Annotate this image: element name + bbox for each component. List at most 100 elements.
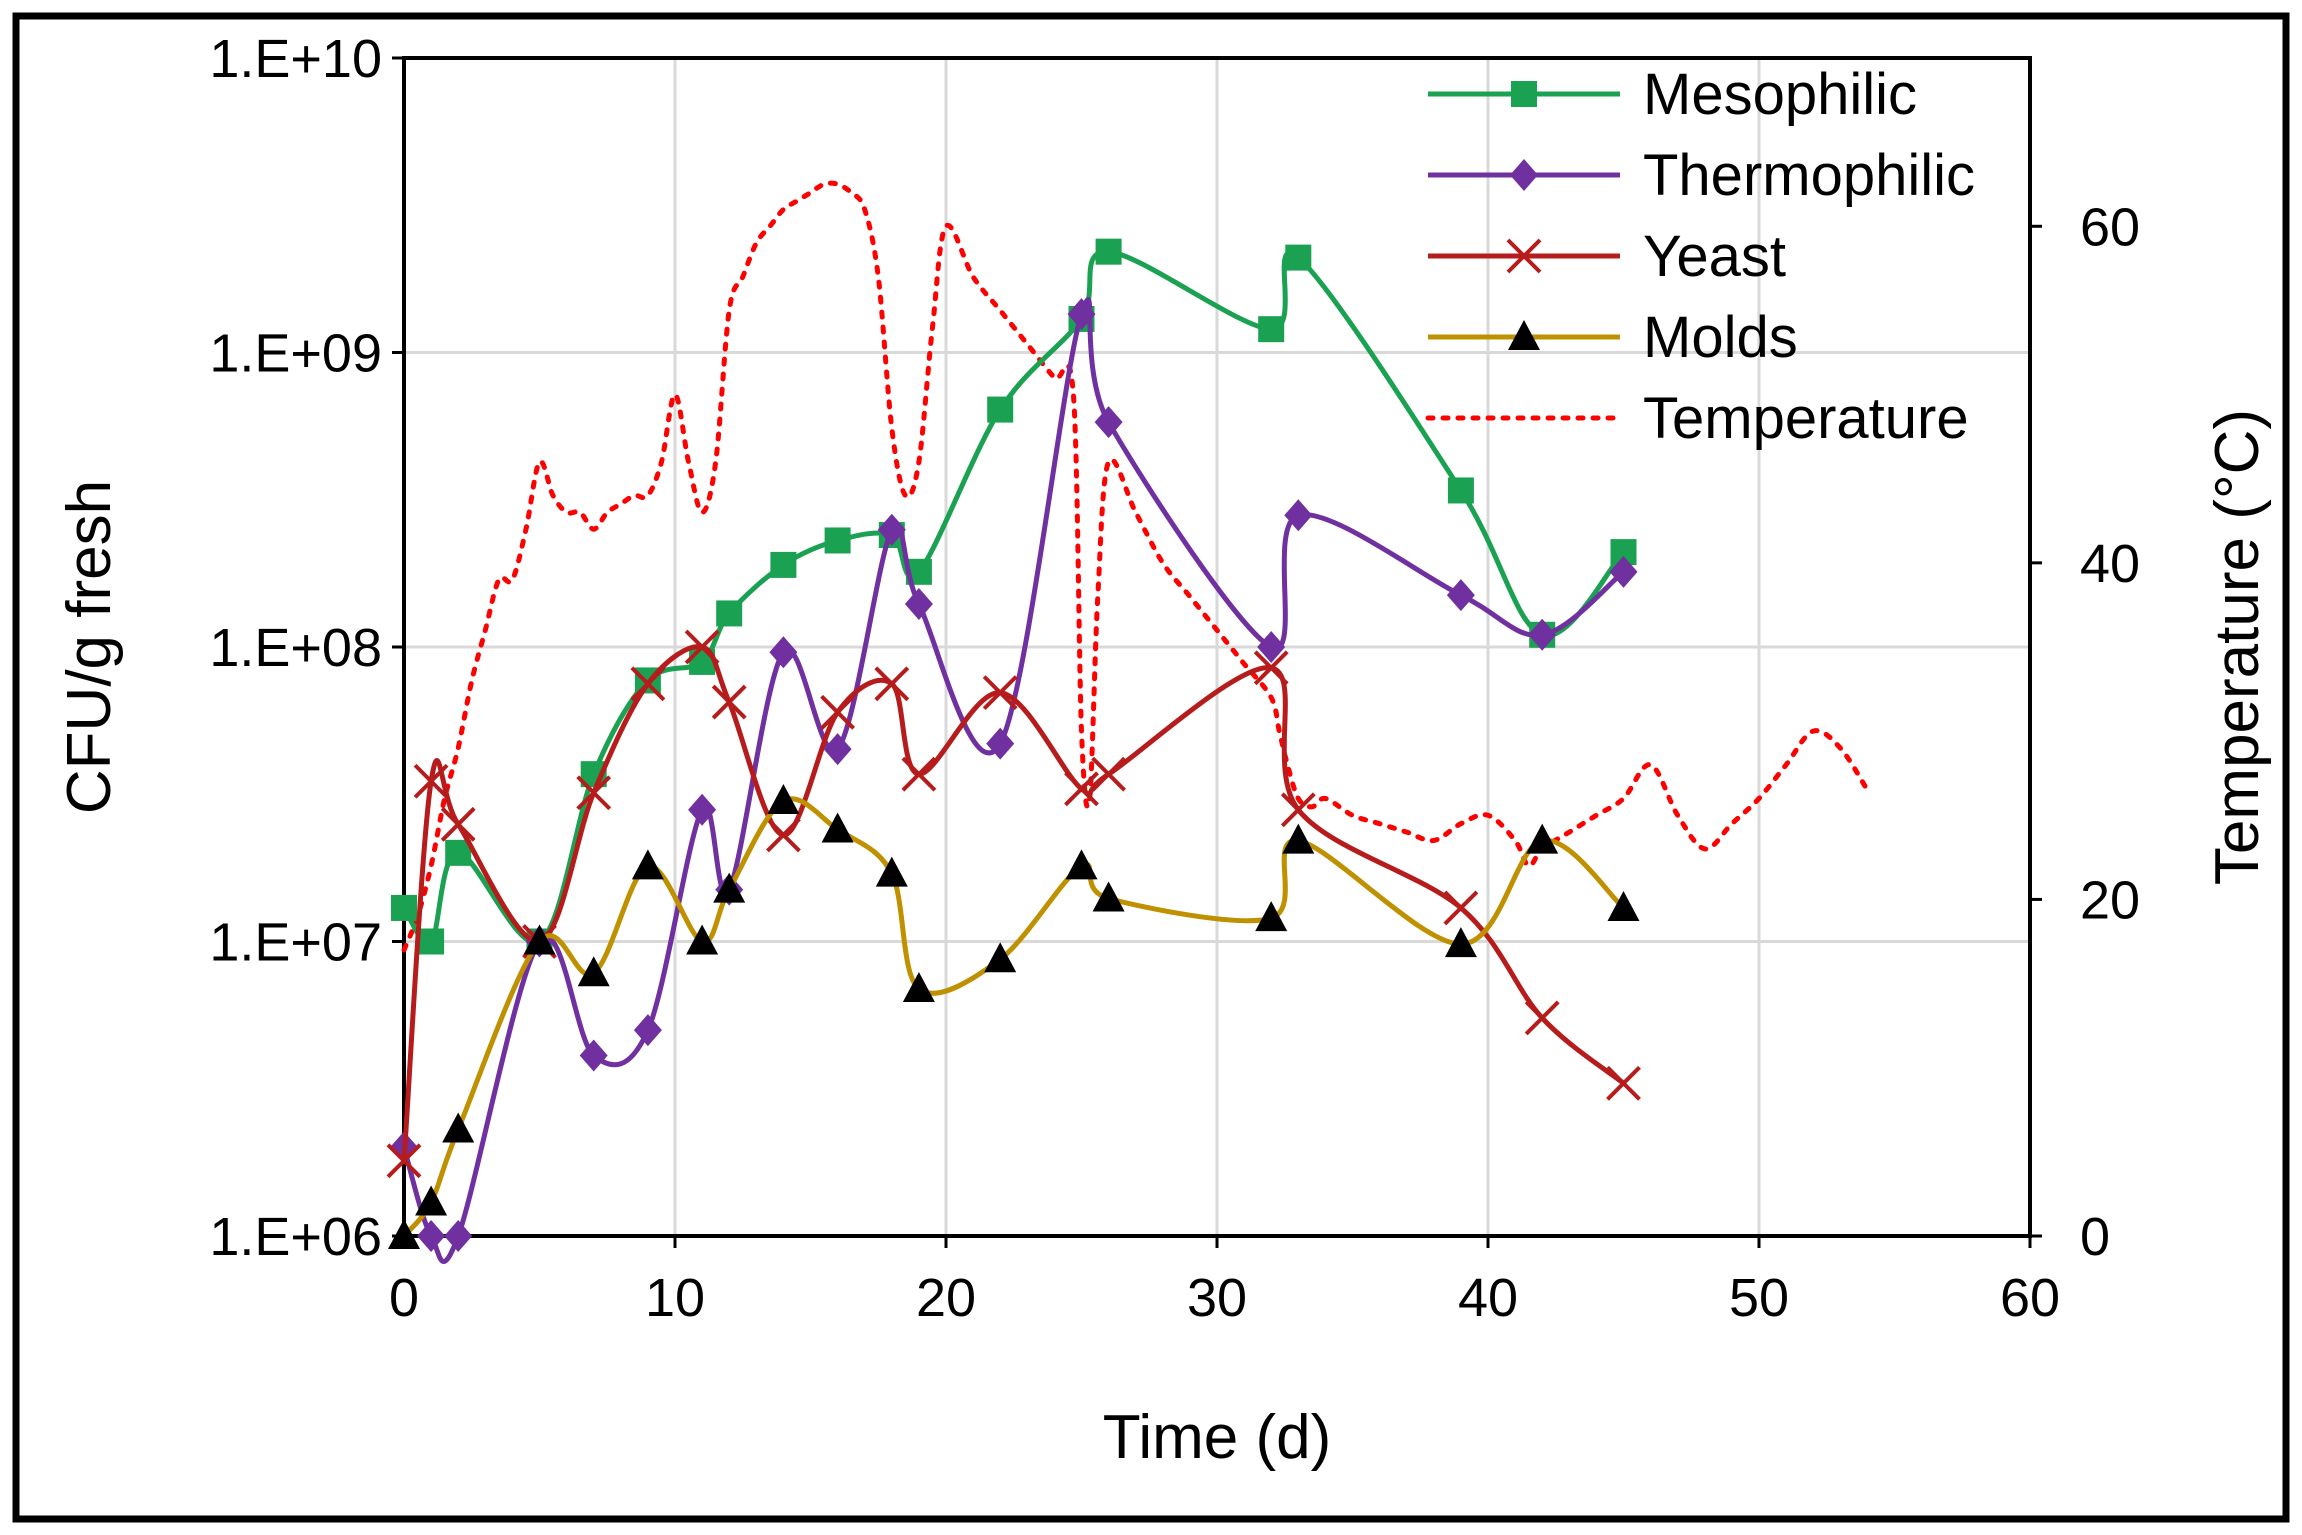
data-point-thermophilic <box>904 587 933 620</box>
x-marker-stroke <box>1606 1065 1641 1101</box>
x-marker-stroke <box>982 675 1018 711</box>
data-point-yeast <box>711 684 747 720</box>
data-point-molds <box>713 872 746 903</box>
data-point-yeast <box>1253 650 1289 686</box>
x-marker-stroke <box>630 666 666 702</box>
legend-label: Temperature <box>1643 386 1969 451</box>
data-point-molds <box>388 1219 420 1249</box>
data-point-thermophilic <box>417 1220 446 1252</box>
series-layer <box>386 180 1870 1264</box>
data-point-mesophilic <box>824 527 851 554</box>
legend-swatch-marker <box>1506 238 1542 274</box>
data-point-thermophilic <box>1067 298 1096 331</box>
x-tick-label: 20 <box>916 1268 976 1328</box>
y-tick-label: 1.E+10 <box>209 29 382 89</box>
legend-swatch-marker <box>1511 81 1537 107</box>
data-point-mesophilic <box>770 551 797 578</box>
data-point-molds <box>1526 823 1559 854</box>
data-point-thermophilic <box>823 733 852 766</box>
x-tick-label: 0 <box>389 1268 419 1328</box>
data-point-molds <box>1282 823 1315 854</box>
data-point-yeast <box>413 763 449 799</box>
data-point-yeast <box>1606 1065 1641 1101</box>
data-point-yeast <box>1064 771 1099 807</box>
x-tick-label: 30 <box>1187 1268 1247 1328</box>
data-point-thermophilic <box>1094 406 1123 439</box>
data-point-yeast <box>765 817 801 853</box>
x-marker-stroke <box>1064 771 1099 807</box>
data-point-thermophilic <box>1446 579 1475 612</box>
data-point-molds <box>442 1112 475 1143</box>
y-tick-label: 1.E+06 <box>209 1207 382 1267</box>
legend-label: Mesophilic <box>1643 62 1917 127</box>
data-point-yeast <box>901 756 937 792</box>
x-marker-stroke <box>1091 756 1127 792</box>
data-point-molds <box>875 856 908 887</box>
data-point-yeast <box>874 666 910 702</box>
data-point-molds <box>631 849 664 880</box>
data-point-mesophilic <box>987 396 1014 423</box>
legend-swatch-marker <box>1508 320 1540 350</box>
x-marker-stroke <box>1253 650 1289 686</box>
legend-label: Yeast <box>1643 224 1786 289</box>
axis-ticks: 0 10 20 30 40 50 60 1.E+06 1.E+07 1.E+08 1.E+09 1.E… <box>209 29 2140 1328</box>
y2-axis-title: Temperature (°C) <box>2203 409 2272 885</box>
data-point-mesophilic <box>418 928 445 955</box>
data-point-yeast <box>982 675 1018 711</box>
legend-item-temperature: Temperature <box>1425 386 1969 451</box>
x-marker-stroke <box>711 684 747 720</box>
x-tick-label: 40 <box>1458 1268 1518 1328</box>
data-point-mesophilic <box>391 894 417 921</box>
data-point-molds <box>902 971 935 1002</box>
data-point-yeast <box>1280 792 1316 828</box>
y-tick-label: 1.E+08 <box>209 618 382 678</box>
data-point-yeast <box>684 629 720 665</box>
data-point-mesophilic <box>445 839 472 866</box>
data-point-mesophilic <box>1095 238 1122 265</box>
y-tick-label: 1.E+07 <box>209 913 382 973</box>
legend-swatch-marker <box>1510 159 1538 191</box>
data-point-yeast <box>1443 890 1479 926</box>
data-point-yeast <box>576 775 612 811</box>
data-point-yeast <box>630 666 666 702</box>
data-point-molds <box>523 924 556 955</box>
data-point-molds <box>1092 881 1125 912</box>
y2-tick-label: 40 <box>2080 534 2140 594</box>
legend-item-molds: Molds <box>1428 305 1798 370</box>
data-point-molds <box>984 942 1017 973</box>
series-line-thermophilic <box>401 296 1626 1264</box>
data-point-thermophilic <box>633 1014 662 1047</box>
x-marker-stroke <box>1524 1000 1560 1036</box>
x-axis-title: Time (d) <box>1103 1403 1331 1472</box>
y-axis-title: CFU/g fresh <box>55 480 124 814</box>
x-marker-stroke <box>576 775 612 811</box>
legend-label: Thermophilic <box>1643 143 1975 208</box>
x-marker-stroke <box>684 629 720 665</box>
data-point-molds <box>767 783 800 814</box>
data-point-molds <box>1255 901 1288 932</box>
legend-item-yeast: Yeast <box>1428 224 1786 289</box>
x-marker-stroke <box>440 806 476 842</box>
x-tick-label: 10 <box>645 1268 705 1328</box>
legend-item-mesophilic: Mesophilic <box>1428 62 1917 127</box>
series-temperature <box>401 180 1870 953</box>
data-point-thermophilic <box>1257 631 1286 663</box>
y-tick-label: 1.E+09 <box>209 324 382 384</box>
data-point-thermophilic <box>877 513 906 546</box>
series-line-yeast <box>401 644 1626 1161</box>
data-point-mesophilic <box>1285 244 1312 271</box>
data-point-molds <box>821 812 854 843</box>
data-point-yeast <box>440 806 476 842</box>
x-marker-stroke <box>1506 238 1542 274</box>
data-point-mesophilic <box>1447 477 1474 504</box>
x-marker-stroke <box>1443 890 1479 926</box>
y2-tick-label: 20 <box>2080 870 2140 930</box>
data-point-molds <box>1444 927 1477 958</box>
data-point-mesophilic <box>1258 316 1285 343</box>
x-marker-stroke <box>820 694 856 730</box>
data-point-thermophilic <box>579 1039 608 1072</box>
data-point-molds <box>1065 849 1098 880</box>
series-line-temperature <box>401 180 1870 953</box>
data-point-yeast <box>1091 756 1127 792</box>
